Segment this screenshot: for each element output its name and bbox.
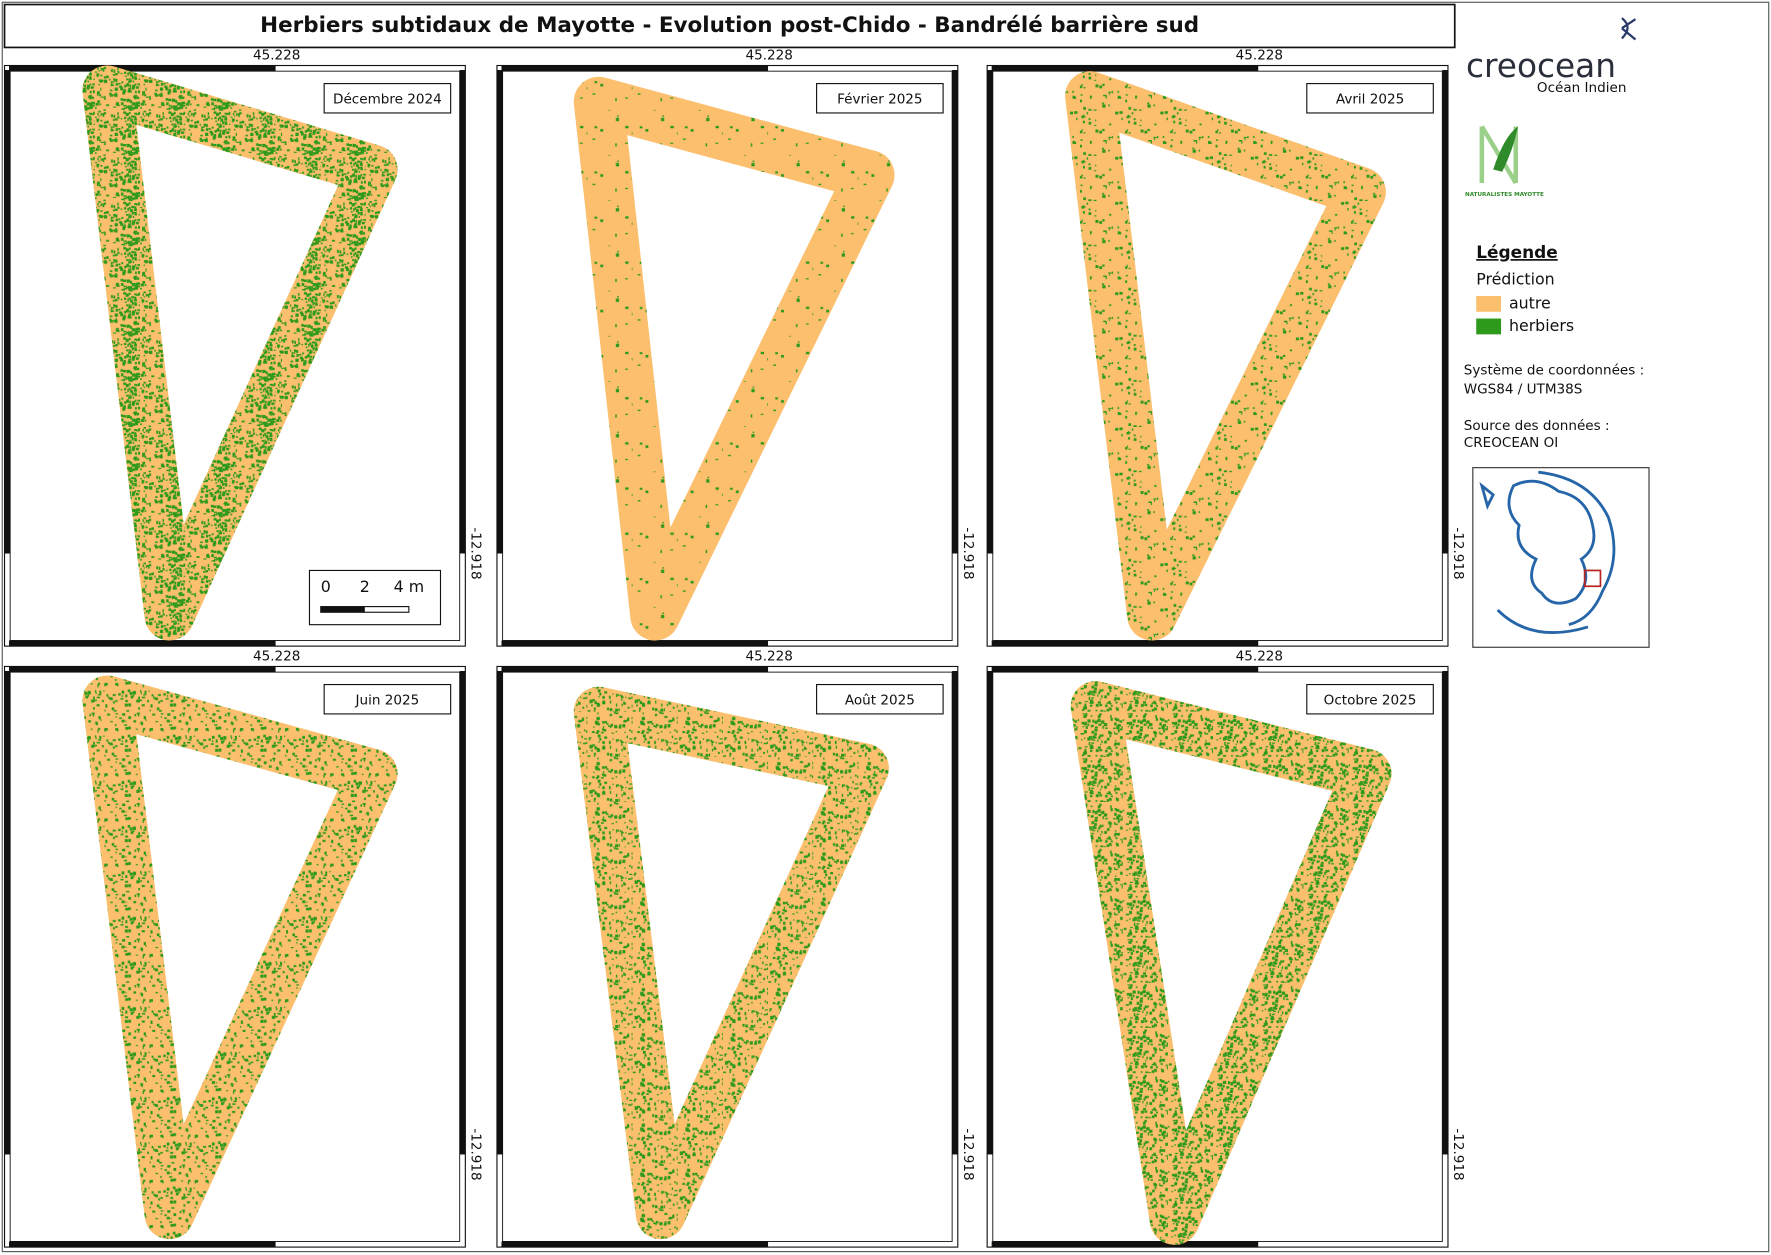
seagrass-prediction — [82, 675, 398, 1240]
graticule-bar — [501, 640, 769, 647]
lat-label: -12.918 — [468, 527, 484, 579]
map-panel: Décembre 2024 45.228 -12.918 0 2 4 m — [3, 47, 484, 647]
graticule-bar — [991, 1241, 1259, 1248]
graticule-bar — [991, 65, 1259, 72]
map-panel: Février 2025 45.228 -12.918 — [496, 47, 976, 647]
graticule-bar — [4, 670, 11, 1155]
map-panel: Août 2025 45.228 -12.918 — [496, 648, 976, 1248]
brand-name: creocean — [1466, 47, 1616, 85]
title-box — [3, 3, 1456, 49]
graticule-bar — [496, 670, 503, 1155]
scale-bar — [320, 606, 365, 613]
seagrass-prediction — [82, 65, 398, 641]
legend-title: Légende — [1476, 242, 1558, 262]
graticule-bar — [952, 70, 958, 554]
map-panel: Avril 2025 45.228 -12.918 — [986, 47, 1466, 647]
date-label: Décembre 2024 — [333, 91, 442, 107]
graticule-bar — [459, 70, 466, 554]
panels: Décembre 2024 45.228 -12.918 0 2 4 m Février 2… — [3, 47, 1466, 1248]
date-box — [323, 83, 452, 114]
map-frame — [992, 70, 1443, 641]
graticule-bar — [1442, 670, 1448, 1155]
date-label: Avril 2025 — [1336, 91, 1404, 107]
crs: WGS84 / UTM38S — [1464, 382, 1583, 398]
graticule-bar — [1442, 70, 1448, 554]
date-box — [816, 83, 944, 114]
graticule-bar — [501, 1241, 769, 1248]
lat-label: -12.918 — [1450, 1128, 1466, 1180]
graticule-bar — [987, 670, 993, 1155]
graticule-bar — [952, 670, 958, 1155]
seagrass-prediction — [573, 686, 889, 1240]
lon-label: 45.228 — [1236, 648, 1283, 664]
map-panel: Octobre 2025 45.228 -12.918 — [986, 648, 1466, 1248]
legend-label: autre — [1509, 293, 1551, 312]
brand-sub: Océan Indien — [1537, 80, 1627, 96]
graticule-bar — [4, 70, 11, 554]
map-frame — [502, 70, 953, 641]
legend-group: Prédiction — [1476, 270, 1554, 289]
graticule-bar — [501, 65, 769, 72]
inset-map — [1479, 470, 1616, 634]
map-frame — [502, 671, 953, 1242]
lat-label: -12.918 — [1450, 527, 1466, 579]
map-panel: Juin 2025 45.228 -12.918 — [3, 648, 484, 1248]
seagrass-prediction — [1070, 681, 1392, 1245]
graticule-bar — [9, 1241, 276, 1248]
lon-label: 45.228 — [745, 47, 792, 63]
partner-icon — [1493, 126, 1518, 172]
graticule-bar — [496, 70, 503, 554]
lat-label: -12.918 — [960, 1128, 976, 1180]
brand-icon — [1621, 17, 1637, 41]
scale-label: 0 — [321, 577, 331, 596]
legend: autre herbiers — [1476, 293, 1574, 335]
date-box — [1306, 683, 1434, 715]
inset-extent — [1583, 569, 1602, 588]
lon-label: 45.228 — [253, 648, 300, 664]
legend-label: herbiers — [1509, 316, 1574, 335]
legend-swatch — [1476, 318, 1502, 335]
map-frame — [9, 671, 461, 1242]
date-box — [323, 683, 452, 715]
title: Herbiers subtidaux de Mayotte - Evolutio… — [260, 13, 1199, 38]
date-label: Août 2025 — [845, 692, 915, 708]
lat-label: -12.918 — [468, 1128, 484, 1180]
lon-label: 45.228 — [1236, 47, 1283, 63]
source: CREOCEAN OI — [1464, 435, 1558, 451]
graticule-bar — [459, 670, 466, 1155]
graticule-bar — [991, 666, 1259, 673]
scale-label: 2 — [360, 577, 370, 596]
map-frame — [9, 70, 461, 641]
graticule-bar — [9, 666, 276, 673]
crs-title: Système de coordonnées : — [1464, 363, 1644, 379]
seagrass-prediction — [1065, 71, 1386, 641]
date-box — [1306, 83, 1434, 114]
scale-box — [308, 569, 442, 626]
map-frame — [992, 671, 1443, 1242]
date-label: Juin 2025 — [355, 692, 420, 708]
lon-label: 45.228 — [745, 648, 792, 664]
date-label: Octobre 2025 — [1324, 692, 1417, 708]
date-label: Février 2025 — [837, 91, 922, 107]
graticule-bar — [501, 666, 769, 673]
graticule-bar — [9, 640, 276, 647]
source-title: Source des données : — [1464, 418, 1610, 434]
legend-swatch — [1476, 295, 1502, 312]
graticule-bar — [9, 65, 276, 72]
scale-label: 4 m — [394, 577, 424, 596]
lat-label: -12.918 — [960, 527, 976, 579]
seagrass-prediction — [573, 76, 895, 641]
graticule-bar — [991, 640, 1259, 647]
date-box — [816, 683, 944, 715]
graticule-bar — [987, 70, 993, 554]
lon-label: 45.228 — [253, 47, 300, 63]
inset-frame — [1472, 467, 1650, 648]
partner-name: NATURALISTES MAYOTTE — [1465, 192, 1544, 198]
